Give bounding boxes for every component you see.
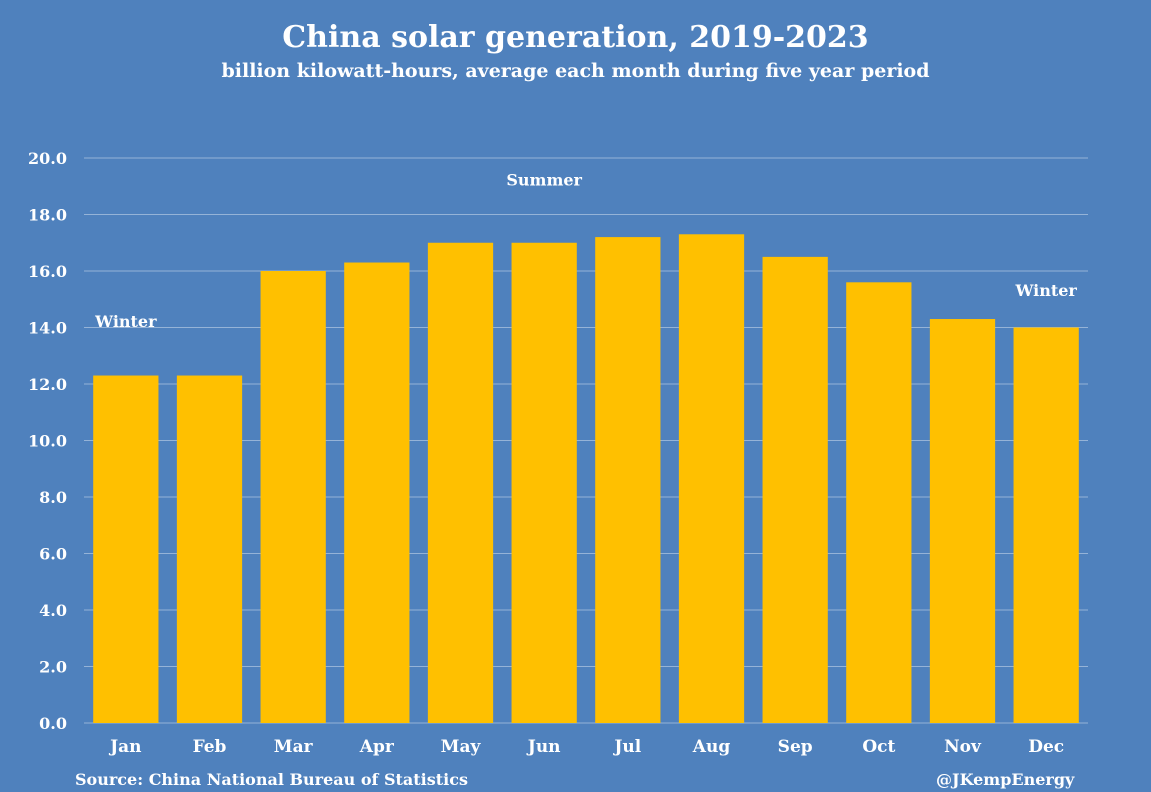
x-tick-label: Aug [692,737,731,757]
annotations: Winter Summer Winter [94,171,1077,331]
annotation-winter: Winter [94,312,157,331]
y-tick-label: 16.0 [28,262,67,281]
bar-jun [511,242,577,723]
bar-dec [1013,327,1079,723]
y-tick-label: 18.0 [28,206,67,225]
chart-title: China solar generation, 2019-2023 [282,20,869,55]
x-tick-label: Mar [274,737,314,757]
bar-may [427,242,494,723]
x-tick-label: Oct [862,737,895,757]
gridlines [84,157,1088,724]
y-tick-label: 10.0 [28,432,67,451]
bar-jan [93,375,159,723]
y-tick-label: 4.0 [39,601,67,620]
y-tick-label: 2.0 [39,658,67,677]
bar-feb [176,375,243,723]
x-axis-ticks: Jan Feb Mar Apr May Jun Jul Aug Sep Oct Nov Dec [108,737,1064,757]
x-tick-label: Jul [612,737,641,757]
bar-aug [678,234,745,723]
author-credit: @JKempEnergy [936,770,1075,789]
chart-subtitle: billion kilowatt-hours, average each mon… [221,60,930,82]
x-tick-label: Nov [944,737,982,757]
x-tick-label: Sep [778,737,813,757]
bar-jul [595,237,661,723]
y-tick-label: 8.0 [39,488,67,507]
x-tick-label: Apr [359,737,395,757]
x-tick-label: May [441,737,482,757]
bar-apr [344,262,410,723]
bar-sep [762,256,828,723]
bar-mar [260,271,326,723]
y-axis-ticks: 0.0 2.0 4.0 6.0 8.0 10.0 12.0 14.0 16.0 18.0 20.0 [28,149,67,733]
bars [93,234,1079,723]
x-tick-label: Jan [108,737,141,757]
source-note: Source: China National Bureau of Statist… [75,770,468,789]
y-tick-label: 14.0 [28,319,67,338]
annotation-summer: Summer [506,171,582,190]
x-tick-label: Feb [193,737,227,757]
bar-nov [929,319,996,723]
y-tick-label: 0.0 [39,714,67,733]
bar-oct [846,282,912,723]
y-tick-label: 12.0 [28,375,67,394]
y-tick-label: 6.0 [39,545,67,564]
annotation-winter: Winter [1014,281,1077,300]
x-tick-label: Jun [526,737,561,757]
x-tick-label: Dec [1028,737,1064,757]
y-tick-label: 20.0 [28,149,67,168]
